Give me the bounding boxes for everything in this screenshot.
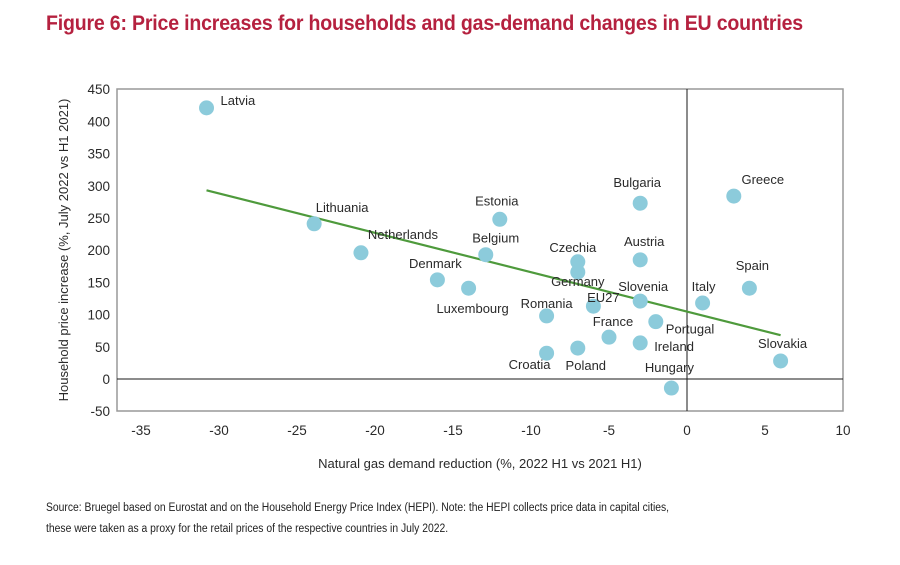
data-point <box>632 293 648 309</box>
data-point <box>741 280 757 296</box>
data-point <box>632 335 648 351</box>
data-point <box>632 195 648 211</box>
data-label: Estonia <box>475 193 519 208</box>
data-label: Portugal <box>666 322 715 337</box>
data-label: Netherlands <box>368 227 439 242</box>
trendline <box>206 189 781 337</box>
x-tick-label: 10 <box>835 423 850 438</box>
x-tick-label: -35 <box>131 423 151 438</box>
data-label: EU27 <box>587 290 620 305</box>
data-point <box>429 272 445 288</box>
x-tick-label: -10 <box>521 423 541 438</box>
source-note: Source: Bruegel based on Eurostat and on… <box>46 498 669 540</box>
y-tick-label: 100 <box>87 308 110 323</box>
data-label: Latvia <box>221 93 256 108</box>
y-axis-title: Household price increase (%, July 2022 v… <box>56 99 71 402</box>
data-point <box>461 280 477 296</box>
data-label: Slovakia <box>758 336 808 351</box>
data-label: Bulgaria <box>613 175 661 190</box>
data-point <box>570 340 586 356</box>
x-tick-label: 0 <box>683 423 691 438</box>
y-tick-label: 150 <box>87 275 110 290</box>
data-point <box>492 211 508 227</box>
y-tick-label: 0 <box>102 372 110 387</box>
data-label: France <box>593 314 633 329</box>
data-point <box>773 353 789 369</box>
data-label: Lithuania <box>316 200 370 215</box>
x-tick-label: -30 <box>209 423 229 438</box>
x-tick-label: 5 <box>761 423 769 438</box>
data-point <box>570 254 586 270</box>
y-tick-label: 50 <box>95 340 110 355</box>
data-label: Austria <box>624 234 665 249</box>
data-point <box>539 345 555 361</box>
data-label: Italy <box>692 279 716 294</box>
source-note-line1: Source: Bruegel based on Eurostat and on… <box>46 502 670 514</box>
data-point <box>663 380 679 396</box>
data-point <box>585 298 601 314</box>
y-tick-label: 250 <box>87 211 110 226</box>
y-tick-label: 350 <box>87 147 110 162</box>
data-point <box>539 308 555 324</box>
source-note-line2: these were taken as a proxy for the reta… <box>46 523 449 535</box>
y-tick-label: 200 <box>87 243 110 258</box>
data-point <box>478 247 494 263</box>
data-label: Ireland <box>654 339 694 354</box>
data-label: Spain <box>736 258 769 273</box>
x-tick-label: -20 <box>365 423 385 438</box>
data-label: Czechia <box>549 240 597 255</box>
x-tick-label: -15 <box>443 423 463 438</box>
y-tick-label: 400 <box>87 114 110 129</box>
x-tick-label: -5 <box>603 423 615 438</box>
data-point <box>306 216 322 232</box>
x-axis-title: Natural gas demand reduction (%, 2022 H1… <box>318 456 642 471</box>
data-label: Hungary <box>645 360 695 375</box>
y-tick-label: 300 <box>87 179 110 194</box>
data-point <box>601 329 617 345</box>
y-tick-label: 450 <box>87 82 110 97</box>
data-point <box>695 295 711 311</box>
data-label: Poland <box>566 358 606 373</box>
data-label: Luxembourg <box>436 301 508 316</box>
plot-frame <box>116 88 844 412</box>
data-point <box>726 188 742 204</box>
data-label: Slovenia <box>618 279 669 294</box>
data-point <box>353 245 369 261</box>
data-label: Romania <box>521 296 574 311</box>
data-label: Denmark <box>409 256 462 271</box>
data-label: Belgium <box>472 231 519 246</box>
data-point <box>570 264 586 280</box>
data-point <box>199 100 215 116</box>
data-label: Croatia <box>509 357 552 372</box>
data-point <box>632 252 648 268</box>
data-point <box>648 314 664 330</box>
data-label: Greece <box>741 172 784 187</box>
y-tick-label: -50 <box>90 404 110 419</box>
x-tick-label: -25 <box>287 423 307 438</box>
data-label: Germany <box>551 274 605 289</box>
figure-title: Figure 6: Price increases for households… <box>46 12 803 35</box>
